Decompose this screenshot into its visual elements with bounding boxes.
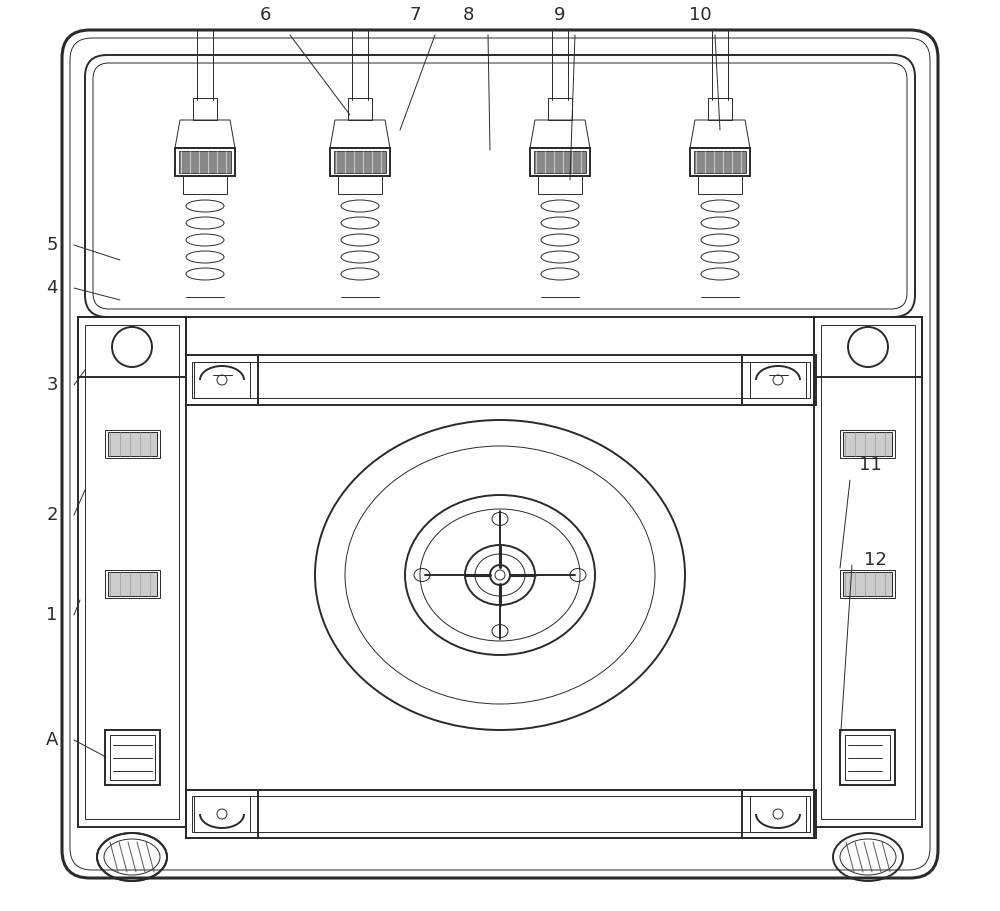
Text: 1: 1 [46,606,58,624]
Bar [194,796,250,832]
Bar [821,325,915,819]
Bar [338,176,382,194]
Bar [814,317,922,827]
Text: 7: 7 [409,6,421,24]
Text: 6: 6 [259,6,271,24]
Bar [840,730,895,785]
Text: A: A [46,731,58,749]
Bar [814,317,922,377]
Bar [105,430,160,458]
Bar [105,570,160,598]
Bar [108,572,157,596]
Bar [742,355,814,405]
Bar [183,176,227,194]
Bar [694,151,746,173]
Bar [750,796,806,832]
Bar [175,148,235,176]
Bar [85,325,179,819]
Bar [548,98,572,120]
Text: 9: 9 [554,6,566,24]
Text: 12: 12 [864,551,886,569]
Bar [186,790,258,838]
Text: 2: 2 [46,506,58,524]
Bar [330,148,390,176]
Bar [538,176,582,194]
Bar [698,176,742,194]
Bar [843,432,892,456]
Bar [750,362,806,398]
Bar [186,355,816,405]
Bar [194,362,250,398]
Bar [534,151,586,173]
Bar [845,735,890,780]
Bar [708,98,732,120]
Bar [843,572,892,596]
Bar [186,790,816,838]
Bar [186,355,258,405]
Bar [690,148,750,176]
Bar [742,790,814,838]
Bar [193,98,217,120]
Text: 10: 10 [689,6,711,24]
Bar [530,148,590,176]
Bar [78,317,186,827]
Bar [105,730,160,785]
Bar [179,151,231,173]
Text: 8: 8 [462,6,474,24]
Bar [110,735,155,780]
Bar [192,796,810,832]
Bar [192,362,810,398]
Bar [334,151,386,173]
Bar [78,317,186,377]
Bar [840,430,895,458]
Text: 11: 11 [859,456,881,474]
Text: 3: 3 [46,376,58,394]
Bar [348,98,372,120]
Bar [108,432,157,456]
Bar [840,570,895,598]
Text: 5: 5 [46,236,58,254]
Text: 4: 4 [46,279,58,297]
